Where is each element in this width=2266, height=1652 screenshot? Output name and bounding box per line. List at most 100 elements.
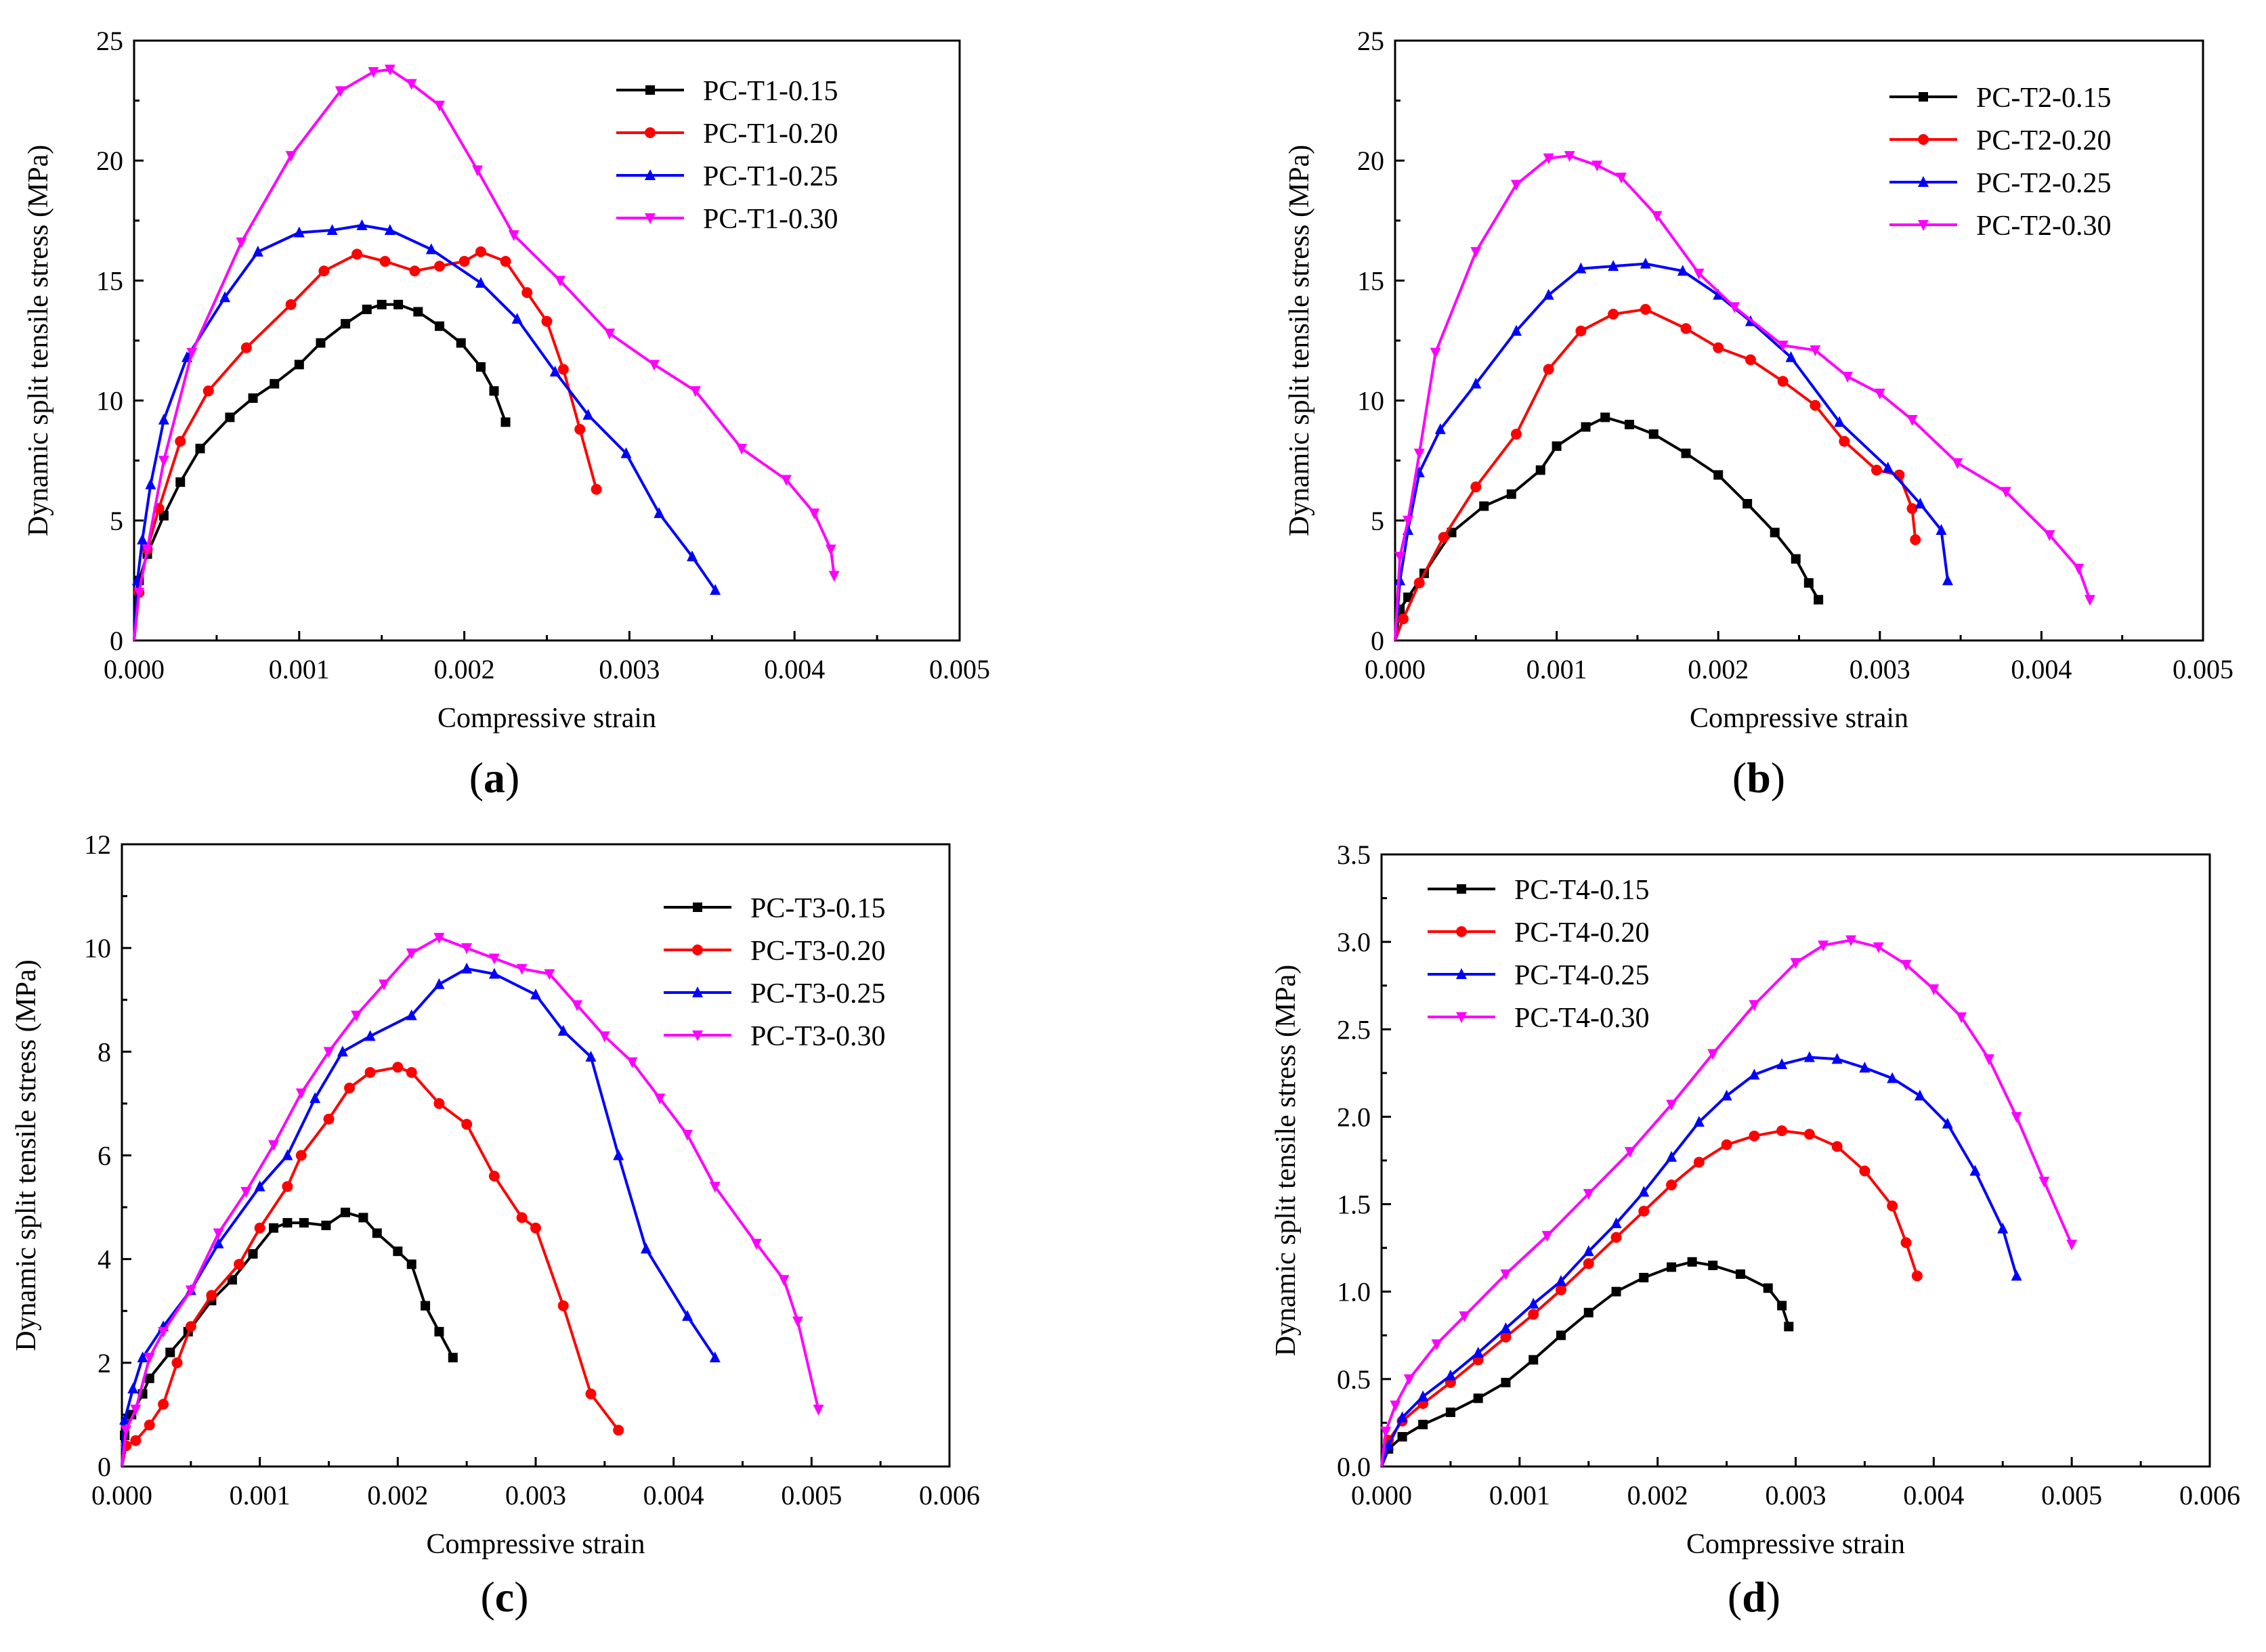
data-point	[1784, 1322, 1794, 1332]
data-point	[2084, 594, 2095, 606]
data-point	[585, 1050, 597, 1062]
data-point	[604, 328, 616, 340]
y-tick-label: 15	[96, 265, 123, 296]
data-point	[1397, 613, 1409, 625]
data-point	[1510, 429, 1522, 440]
x-tick-label: 0.003	[599, 654, 660, 684]
data-point	[1396, 1411, 1408, 1422]
data-point	[1610, 1217, 1622, 1228]
data-point	[225, 412, 235, 422]
data-point	[1470, 377, 1482, 389]
y-tick-label: 20	[1357, 146, 1384, 176]
data-point	[778, 1275, 790, 1286]
data-point	[1640, 257, 1651, 269]
data-point	[448, 1353, 458, 1363]
x-axis-title: Compressive strain	[1690, 703, 1908, 734]
data-point	[294, 360, 304, 370]
legend-label: PC-T3-0.15	[750, 893, 886, 924]
data-point	[541, 316, 553, 327]
x-axis-title: Compressive strain	[1686, 1529, 1905, 1560]
data-point	[1839, 435, 1850, 447]
data-point	[1666, 1100, 1677, 1111]
x-tick-label: 0.004	[2011, 654, 2072, 684]
data-point	[137, 534, 148, 545]
data-point	[1952, 458, 1963, 469]
data-point	[409, 265, 421, 277]
data-point	[689, 386, 701, 397]
y-tick-label: 0	[1371, 626, 1384, 656]
data-point	[1470, 246, 1482, 258]
data-point	[1611, 1286, 1621, 1297]
data-point	[2073, 563, 2085, 575]
data-point	[620, 447, 632, 458]
data-point	[1500, 1269, 1512, 1280]
y-tick-label: 20	[96, 146, 123, 176]
series-PC-T3-0.20	[121, 1062, 624, 1467]
data-point	[1608, 260, 1619, 271]
data-point	[1459, 1311, 1470, 1322]
data-point	[1687, 1257, 1697, 1267]
y-tick-label: 0	[98, 1452, 111, 1482]
data-point	[750, 1238, 762, 1250]
y-axis-title: Dynamic split tensile stress (MPa)	[1284, 145, 1315, 537]
data-point	[1942, 1117, 1953, 1129]
legend-item: PC-T3-0.15	[664, 893, 886, 924]
data-point	[1693, 1116, 1705, 1127]
data-point	[1791, 554, 1801, 564]
data-point	[1708, 1260, 1718, 1270]
data-point	[516, 1212, 528, 1223]
data-point	[1871, 464, 1883, 476]
data-point	[144, 1419, 155, 1431]
data-point	[1528, 1297, 1539, 1309]
legend-label: PC-T4-0.15	[1514, 875, 1650, 906]
legend-label: PC-T1-0.15	[703, 76, 838, 107]
data-point	[121, 1425, 132, 1437]
data-point	[475, 276, 486, 288]
legend-label: PC-T1-0.25	[703, 161, 838, 192]
data-point	[475, 246, 486, 257]
data-point	[1749, 1068, 1760, 1080]
data-point	[500, 256, 511, 267]
data-point	[792, 1316, 803, 1328]
legend-label: PC-T4-0.30	[1514, 1003, 1650, 1034]
data-point	[1887, 1200, 1898, 1212]
data-point	[2011, 1269, 2022, 1281]
data-point	[1624, 1147, 1636, 1158]
data-point	[219, 291, 231, 303]
data-point	[185, 1285, 196, 1297]
data-point	[1721, 1139, 1732, 1150]
y-tick-label: 15	[1357, 265, 1384, 296]
data-point	[318, 265, 330, 277]
data-point	[1500, 1331, 1512, 1343]
data-point	[351, 1010, 362, 1022]
data-point	[488, 1171, 500, 1182]
y-tick-label: 6	[98, 1141, 111, 1171]
data-point	[1638, 1205, 1650, 1217]
data-point	[1638, 1186, 1650, 1197]
data-point	[254, 1222, 265, 1234]
data-point	[393, 299, 404, 309]
data-point	[406, 1066, 417, 1078]
data-point	[530, 1222, 541, 1234]
data-point	[171, 1357, 183, 1368]
data-point	[1681, 448, 1691, 458]
data-point	[285, 151, 297, 162]
x-axis-title: Compressive strain	[426, 1529, 645, 1560]
data-point	[1413, 577, 1425, 588]
y-tick-label: 2	[98, 1348, 111, 1378]
data-point	[142, 544, 153, 556]
data-point	[1914, 1089, 1925, 1101]
series-line	[1394, 262, 1949, 641]
data-point	[248, 1249, 258, 1259]
data-point	[557, 364, 569, 375]
data-point	[1900, 1237, 1912, 1248]
data-point	[1713, 342, 1724, 353]
data-point	[687, 550, 698, 561]
data-point	[1501, 1378, 1511, 1388]
legend-marker	[645, 169, 656, 180]
data-point	[1541, 1231, 1553, 1242]
data-point	[2011, 1112, 2022, 1123]
data-point	[488, 968, 500, 979]
panel-label: (b)	[1732, 754, 1785, 802]
data-point	[323, 1047, 335, 1058]
